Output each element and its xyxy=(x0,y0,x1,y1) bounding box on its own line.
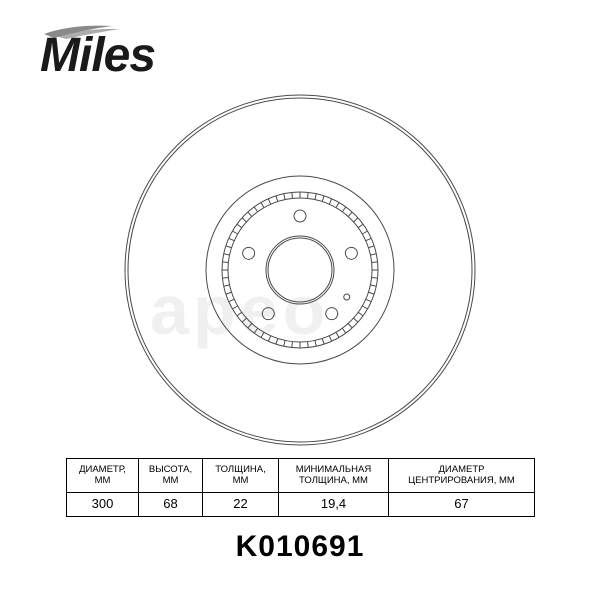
spec-header: ДИАМЕТРЦЕНТРИРОВАНИЯ, ММ xyxy=(389,459,535,493)
brake-disc-diagram xyxy=(120,90,480,450)
spec-value: 67 xyxy=(389,493,535,517)
spec-value: 22 xyxy=(203,493,279,517)
spec-header: ДИАМЕТР,ММ xyxy=(67,459,139,493)
spec-value: 19,4 xyxy=(279,493,389,517)
spec-table: ДИАМЕТР,ММВЫСОТА,ММТОЛЩИНА,МММИНИМАЛЬНАЯ… xyxy=(66,458,535,517)
spec-header: ТОЛЩИНА,ММ xyxy=(203,459,279,493)
spec-value: 68 xyxy=(139,493,203,517)
spec-header: МИНИМАЛЬНАЯТОЛЩИНА, ММ xyxy=(279,459,389,493)
spec-value: 300 xyxy=(67,493,139,517)
part-number: K010691 xyxy=(0,530,600,564)
brand-logo: Miles xyxy=(40,28,155,83)
spec-header: ВЫСОТА,ММ xyxy=(139,459,203,493)
